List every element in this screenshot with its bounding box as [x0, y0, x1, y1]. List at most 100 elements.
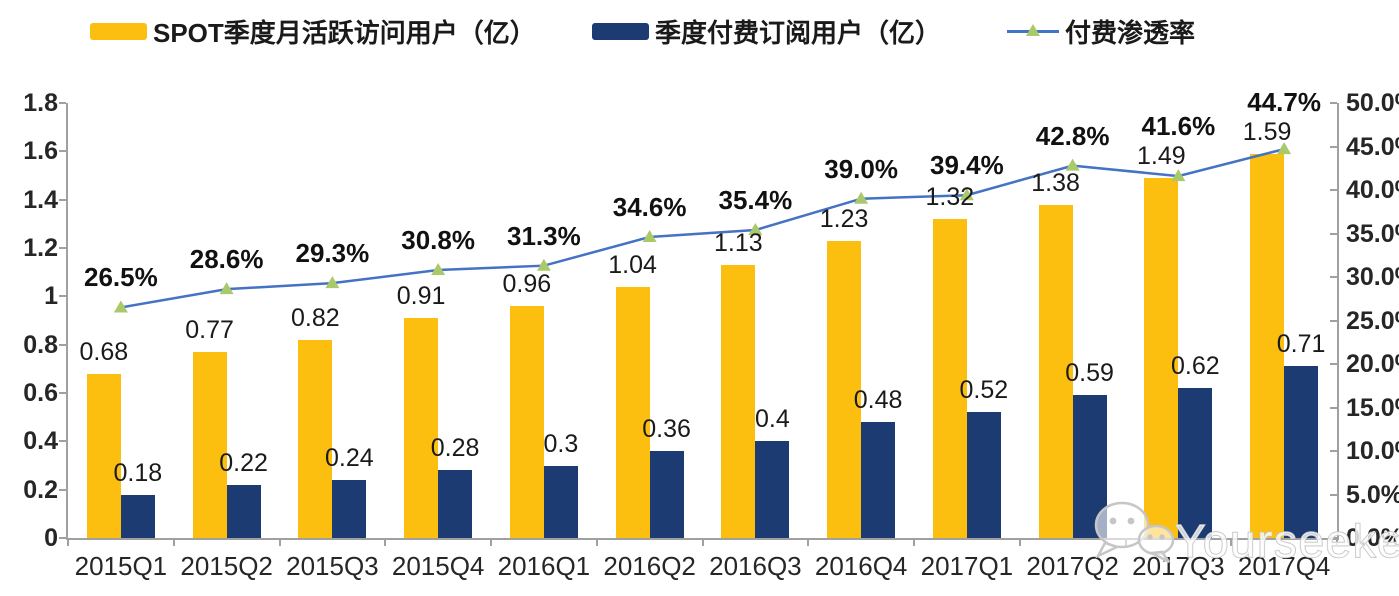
penetration-marker-icon: [431, 263, 446, 276]
mau-legend-label: SPOT季度月活跃访问用户（亿）: [153, 17, 536, 48]
y-axis-left-tick: [59, 295, 66, 298]
x-axis-tick: [1336, 540, 1338, 546]
y-axis-left-label: 0.6: [23, 379, 58, 407]
y-axis-left: [66, 103, 68, 540]
penetration-legend-label: 付费渗透率: [1065, 17, 1196, 48]
mau-value-label: 0.68: [79, 337, 129, 366]
y-axis-left-label: 0.8: [23, 330, 58, 359]
subscribers-value-label: 0.59: [1065, 359, 1114, 388]
x-axis-label: 2017Q1: [920, 551, 1014, 581]
bar-subscribers: [332, 480, 367, 538]
penetration-label: 30.8%: [401, 225, 475, 256]
penetration-label: 41.6%: [1141, 110, 1216, 141]
bar-mau: [192, 351, 227, 538]
subscribers-value-label: 0.28: [430, 434, 480, 463]
y-axis-left-label: 1: [44, 282, 58, 311]
mau-value-label: 0.82: [291, 303, 340, 332]
x-axis-tick: [595, 540, 598, 546]
y-axis-right-label: 25.0%: [1346, 306, 1399, 335]
y-axis-left-tick: [59, 150, 66, 153]
y-axis-right-tick: [1330, 189, 1337, 191]
legend-item-mau: SPOT季度月活跃访问用户（亿）: [90, 17, 536, 48]
mau-value-label: 0.96: [502, 270, 552, 298]
subscribers-bar-swatch-icon: [592, 22, 649, 40]
legend-item-subscribers: 季度付费订阅用户（亿）: [592, 17, 941, 48]
x-axis-tick: [384, 540, 387, 546]
penetration-label: 29.3%: [295, 238, 370, 269]
x-axis-label: 2016Q2: [603, 551, 696, 581]
bar-subscribers: [1284, 366, 1319, 538]
bar-subscribers: [1072, 395, 1107, 538]
x-axis: [66, 538, 1339, 540]
x-axis-label: 2015Q2: [180, 551, 273, 581]
x-axis-label: 2017Q4: [1237, 551, 1331, 581]
y-axis-left-tick: [59, 198, 66, 201]
bar-subscribers: [438, 470, 473, 538]
penetration-label: 39.0%: [824, 153, 898, 184]
x-axis-tick: [67, 540, 69, 546]
x-axis-tick: [701, 540, 704, 546]
penetration-label: 28.6%: [189, 244, 264, 275]
bar-subscribers: [649, 451, 684, 538]
bar-subscribers: [543, 465, 578, 538]
x-axis-tick: [490, 540, 492, 546]
y-axis-left-label: 1.2: [23, 234, 58, 262]
bar-subscribers: [226, 484, 261, 538]
subscribers-value-label: 0.4: [754, 405, 790, 434]
mau-value-label: 1.49: [1137, 141, 1186, 170]
mau-value-label: 1.32: [925, 183, 975, 211]
y-axis-right-tick: [1330, 102, 1337, 104]
penetration-marker-icon: [642, 229, 657, 242]
x-axis-tick: [1230, 540, 1233, 546]
penetration-marker-icon: [219, 282, 234, 295]
bar-mau: [509, 306, 544, 538]
y-axis-left-tick: [59, 440, 66, 443]
subscribers-value-label: 0.62: [1171, 352, 1220, 381]
bar-mau: [298, 339, 333, 538]
subscribers-value-label: 0.18: [113, 458, 163, 487]
y-axis-left-tick: [59, 488, 66, 491]
mau-value-label: 1.23: [819, 204, 869, 233]
x-axis-tick: [1018, 540, 1021, 546]
penetration-label: 42.8%: [1035, 120, 1110, 151]
y-axis-right-label: 30.0%: [1346, 263, 1399, 291]
y-axis-right-tick: [1330, 145, 1337, 148]
bar-subscribers: [966, 412, 1001, 538]
bar-subscribers: [755, 441, 790, 538]
mau-value-label: 1.59: [1242, 117, 1292, 146]
subscribers-value-label: 0.71: [1276, 330, 1326, 359]
y-axis-right-tick: [1330, 406, 1337, 409]
y-axis-right-label: 15.0%: [1346, 393, 1399, 422]
y-axis-right-label: 5.0%: [1346, 480, 1399, 509]
y-axis-right-label: 0.0%: [1346, 524, 1399, 552]
bar-subscribers: [861, 422, 896, 538]
penetration-label: 35.4%: [718, 185, 793, 216]
y-axis-left-label: 1.8: [23, 89, 58, 117]
penetration-marker-icon: [113, 300, 128, 313]
mau-bar-swatch-icon: [90, 22, 147, 40]
x-axis-label: 2016Q4: [814, 551, 908, 581]
y-axis-right-tick: [1330, 450, 1337, 452]
mau-value-label: 0.77: [185, 315, 234, 344]
y-axis-left-label: 0: [44, 524, 58, 552]
y-axis-right-tick: [1330, 363, 1337, 365]
subscribers-legend-label: 季度付费订阅用户（亿）: [655, 17, 942, 48]
bar-mau: [86, 373, 121, 538]
y-axis-right: [1337, 103, 1339, 540]
x-axis-label: 2016Q3: [709, 551, 802, 581]
penetration-marker-icon: [325, 276, 340, 289]
x-axis-tick: [1124, 540, 1127, 546]
y-axis-right-label: 20.0%: [1346, 350, 1399, 378]
penetration-marker-icon: [536, 258, 551, 271]
y-axis-left-tick: [59, 537, 66, 539]
x-axis-label: 2017Q2: [1026, 551, 1119, 581]
subscribers-value-label: 0.24: [325, 444, 374, 472]
x-axis-tick: [278, 540, 281, 546]
x-axis-label: 2015Q4: [391, 551, 485, 581]
x-axis-tick: [807, 540, 810, 546]
x-axis-tick: [913, 540, 915, 546]
y-axis-right-label: 50.0%: [1346, 89, 1399, 117]
penetration-label: 34.6%: [612, 191, 687, 222]
x-axis-label: 2015Q1: [74, 551, 168, 581]
y-axis-left-label: 0.2: [23, 475, 58, 504]
